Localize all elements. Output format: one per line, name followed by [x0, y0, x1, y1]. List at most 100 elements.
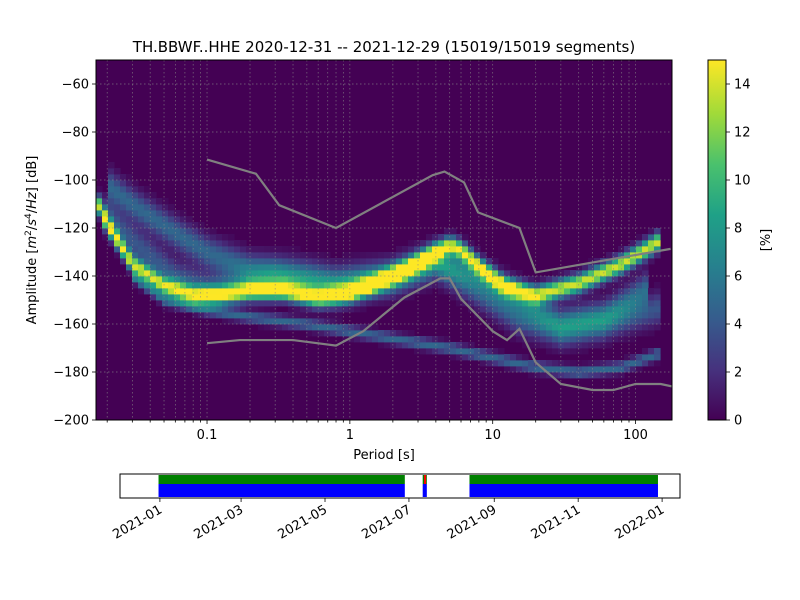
heatmap-cell: [594, 324, 601, 331]
heatmap-cell: [168, 270, 175, 277]
heatmap-cell: [138, 216, 145, 223]
heatmap-cell: [606, 372, 613, 379]
heatmap-cell: [468, 252, 475, 259]
heatmap-cell: [654, 300, 661, 307]
heatmap-cell: [156, 246, 163, 253]
heatmap-cell: [132, 222, 139, 229]
heatmap-cell: [612, 312, 619, 319]
heatmap-cell: [630, 288, 637, 295]
heatmap-cell: [240, 294, 247, 301]
heatmap-cell: [144, 282, 151, 289]
heatmap-cell: [144, 246, 151, 253]
heatmap-cell: [474, 288, 481, 295]
heatmap-cell: [516, 354, 523, 361]
heatmap-cell: [570, 306, 577, 313]
heatmap-cell: [324, 282, 331, 289]
heatmap-cell: [654, 360, 661, 367]
heatmap-cell: [636, 354, 643, 361]
heatmap-cell: [282, 318, 289, 325]
heatmap-cell: [438, 282, 445, 289]
heatmap-cell: [492, 276, 499, 283]
heatmap-cell: [324, 324, 331, 331]
heatmap-cell: [276, 264, 283, 271]
heatmap-cell: [552, 360, 559, 367]
heatmap-cell: [180, 300, 187, 307]
heatmap-cell: [498, 294, 505, 301]
heatmap-cell: [288, 294, 295, 301]
heatmap-cell: [594, 318, 601, 325]
heatmap-cell: [612, 318, 619, 325]
heatmap-cell: [606, 258, 613, 265]
heatmap-cell: [366, 264, 373, 271]
heatmap-cell: [600, 300, 607, 307]
heatmap-cell: [570, 348, 577, 355]
heatmap-cell: [234, 264, 241, 271]
heatmap-cell: [342, 264, 349, 271]
heatmap-cell: [234, 294, 241, 301]
heatmap-cell: [444, 270, 451, 277]
heatmap-cell: [486, 312, 493, 319]
heatmap-cell: [108, 168, 115, 175]
heatmap-cell: [630, 264, 637, 271]
heatmap-cell: [432, 264, 439, 271]
heatmap-cell: [630, 324, 637, 331]
colorbar-tick-label: 0: [734, 414, 742, 429]
heatmap-cell: [390, 294, 397, 301]
heatmap-cell: [258, 288, 265, 295]
heatmap-cell: [432, 234, 439, 241]
heatmap-cell: [162, 264, 169, 271]
heatmap-cell: [450, 240, 457, 247]
heatmap-cell: [492, 324, 499, 331]
heatmap-cell: [546, 276, 553, 283]
heatmap-cell: [198, 222, 205, 229]
heatmap-cell: [282, 276, 289, 283]
heatmap-cell: [120, 216, 127, 223]
heatmap-cell: [372, 252, 379, 259]
heatmap-cell: [438, 342, 445, 349]
heatmap-cell: [168, 306, 175, 313]
heatmap-cell: [390, 330, 397, 337]
heatmap-cell: [180, 270, 187, 277]
heatmap-cell: [564, 360, 571, 367]
heatmap-cell: [510, 360, 517, 367]
heatmap-cell: [426, 288, 433, 295]
heatmap-cell: [120, 204, 127, 211]
heatmap-cell: [120, 234, 127, 241]
heatmap-cell: [474, 270, 481, 277]
heatmap-cell: [462, 258, 469, 265]
heatmap-cell: [180, 234, 187, 241]
heatmap-cell: [624, 246, 631, 253]
heatmap-cell: [312, 276, 319, 283]
heatmap-cell: [390, 342, 397, 349]
heatmap-cell: [168, 252, 175, 259]
heatmap-cell: [276, 282, 283, 289]
heatmap-cell: [390, 258, 397, 265]
heatmap-cell: [246, 312, 253, 319]
heatmap-cell: [576, 324, 583, 331]
heatmap-cell: [630, 336, 637, 343]
heatmap-cell: [390, 264, 397, 271]
heatmap-cell: [114, 216, 121, 223]
heatmap-cell: [330, 324, 337, 331]
heatmap-cell: [186, 258, 193, 265]
heatmap-cell: [330, 330, 337, 337]
heatmap-cell: [342, 252, 349, 259]
heatmap-cell: [636, 276, 643, 283]
heatmap-cell: [144, 264, 151, 271]
heatmap-cell: [246, 300, 253, 307]
heatmap-cell: [342, 258, 349, 265]
heatmap-cell: [540, 300, 547, 307]
heatmap-cell: [372, 264, 379, 271]
y-tick-label: −180: [53, 366, 89, 381]
heatmap-cell: [426, 348, 433, 355]
heatmap-cell: [522, 354, 529, 361]
heatmap-cell: [336, 324, 343, 331]
heatmap-cell: [546, 282, 553, 289]
heatmap-cell: [456, 282, 463, 289]
heatmap-cell: [438, 336, 445, 343]
heatmap-cell: [576, 330, 583, 337]
heatmap-cell: [108, 192, 115, 199]
heatmap-cell: [108, 198, 115, 205]
heatmap-cell: [606, 312, 613, 319]
heatmap-cell: [516, 276, 523, 283]
